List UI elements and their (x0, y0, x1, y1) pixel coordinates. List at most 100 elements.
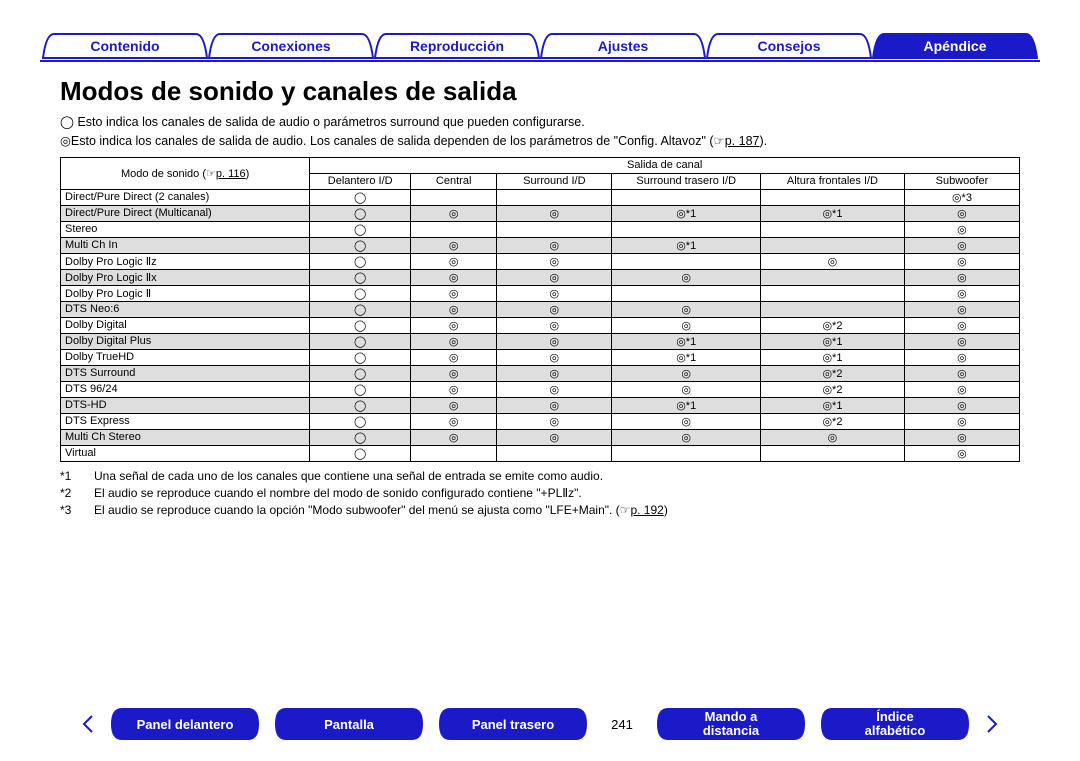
value-cell: ◎ (411, 413, 497, 429)
value-cell (761, 221, 905, 237)
value-cell: ◯ (310, 349, 411, 365)
prev-page-icon[interactable] (80, 707, 96, 741)
value-cell: ◎ (904, 285, 1019, 301)
value-cell: ◎ (497, 285, 612, 301)
value-cell: ◎ (904, 397, 1019, 413)
next-page-icon[interactable] (984, 707, 1000, 741)
value-cell: ◯ (310, 317, 411, 333)
value-cell (411, 221, 497, 237)
bottom-btn[interactable]: Pantalla (274, 707, 424, 741)
footnote-key: *1 (60, 468, 94, 485)
table-row: DTS Express◯◎◎◎◎*2◎ (61, 413, 1020, 429)
value-cell: ◎*2 (761, 365, 905, 381)
value-cell: ◎ (904, 237, 1019, 253)
link-p187[interactable]: p. 187 (725, 134, 760, 148)
mode-cell: Multi Ch In (61, 237, 310, 253)
mode-cell: DTS Surround (61, 365, 310, 381)
value-cell: ◎*2 (761, 413, 905, 429)
value-cell: ◯ (310, 381, 411, 397)
bottom-btn[interactable]: Panel delantero (110, 707, 260, 741)
top-nav: Contenido Conexiones Reproducción Ajuste… (0, 0, 1080, 68)
value-cell (411, 189, 497, 205)
value-cell: ◯ (310, 333, 411, 349)
value-cell: ◎*1 (612, 397, 761, 413)
value-cell: ◎*2 (761, 381, 905, 397)
footnote-link[interactable]: p. 192 (630, 503, 663, 517)
value-cell: ◎*1 (612, 205, 761, 221)
content-area: Modos de sonido y canales de salida ◯ Es… (0, 68, 1080, 520)
value-cell: ◎ (411, 333, 497, 349)
table-row: DTS Surround◯◎◎◎◎*2◎ (61, 365, 1020, 381)
value-cell (612, 253, 761, 269)
value-cell: ◎*1 (761, 205, 905, 221)
footnote-row: *2El audio se reproduce cuando el nombre… (60, 485, 1020, 502)
bottom-btn[interactable]: Mando adistancia (656, 707, 806, 741)
value-cell: ◎ (411, 269, 497, 285)
value-cell: ◎ (497, 413, 612, 429)
footnote-key: *3 (60, 502, 94, 519)
footnote-row: *3El audio se reproduce cuando la opción… (60, 502, 1020, 519)
value-cell: ◎ (497, 269, 612, 285)
value-cell: ◎ (904, 381, 1019, 397)
value-cell (761, 301, 905, 317)
nav-tab-reproducción[interactable]: Reproducción (374, 32, 540, 60)
th-col: Central (411, 173, 497, 189)
value-cell: ◎ (612, 269, 761, 285)
bottom-btn[interactable]: Panel trasero (438, 707, 588, 741)
table-row: DTS 96/24◯◎◎◎◎*2◎ (61, 381, 1020, 397)
value-cell: ◯ (310, 237, 411, 253)
mode-cell: Multi Ch Stereo (61, 429, 310, 445)
mode-cell: Dolby TrueHD (61, 349, 310, 365)
value-cell: ◎ (612, 317, 761, 333)
value-cell (497, 445, 612, 461)
link-p116[interactable]: p. 116 (216, 168, 246, 180)
nav-tab-apéndice[interactable]: Apéndice (872, 32, 1038, 60)
th-group: Salida de canal (310, 157, 1020, 173)
value-cell: ◎ (497, 317, 612, 333)
value-cell (612, 285, 761, 301)
value-cell: ◎ (411, 381, 497, 397)
table-row: Dolby Pro Logic Ⅱx◯◎◎◎◎ (61, 269, 1020, 285)
value-cell (761, 285, 905, 301)
value-cell: ◎ (411, 365, 497, 381)
value-cell: ◎ (497, 429, 612, 445)
value-cell: ◯ (310, 221, 411, 237)
footnote-text: Una señal de cada uno de los canales que… (94, 468, 603, 485)
table-row: Direct/Pure Direct (2 canales)◯◎*3 (61, 189, 1020, 205)
value-cell: ◎ (497, 301, 612, 317)
nav-tab-ajustes[interactable]: Ajustes (540, 32, 706, 60)
value-cell (411, 445, 497, 461)
table-row: Dolby Digital◯◎◎◎◎*2◎ (61, 317, 1020, 333)
value-cell: ◯ (310, 189, 411, 205)
th-col: Subwoofer (904, 173, 1019, 189)
table-row: Dolby Pro Logic Ⅱ◯◎◎◎ (61, 285, 1020, 301)
page-title: Modos de sonido y canales de salida (60, 76, 1020, 107)
value-cell: ◎ (904, 301, 1019, 317)
value-cell: ◎ (904, 269, 1019, 285)
mode-cell: Stereo (61, 221, 310, 237)
mode-cell: Dolby Digital (61, 317, 310, 333)
table-row: Virtual◯◎ (61, 445, 1020, 461)
nav-tab-contenido[interactable]: Contenido (42, 32, 208, 60)
table-row: Dolby Pro Logic Ⅱz◯◎◎◎◎ (61, 253, 1020, 269)
value-cell: ◯ (310, 253, 411, 269)
bottom-nav: Panel delantero Pantalla Panel trasero24… (0, 707, 1080, 741)
value-cell: ◎ (612, 413, 761, 429)
value-cell: ◎ (612, 381, 761, 397)
value-cell: ◎ (497, 365, 612, 381)
footnote-text: El audio se reproduce cuando el nombre d… (94, 485, 582, 502)
table-row: Dolby TrueHD◯◎◎◎*1◎*1◎ (61, 349, 1020, 365)
nav-tab-consejos[interactable]: Consejos (706, 32, 872, 60)
value-cell: ◯ (310, 365, 411, 381)
value-cell: ◎ (497, 397, 612, 413)
bottom-btn[interactable]: Índicealfabético (820, 707, 970, 741)
mode-cell: Virtual (61, 445, 310, 461)
table-row: Stereo◯◎ (61, 221, 1020, 237)
nav-tab-conexiones[interactable]: Conexiones (208, 32, 374, 60)
value-cell: ◯ (310, 269, 411, 285)
value-cell: ◎ (497, 237, 612, 253)
value-cell: ◎ (411, 429, 497, 445)
table-row: DTS Neo:6◯◎◎◎◎ (61, 301, 1020, 317)
value-cell: ◯ (310, 445, 411, 461)
value-cell (612, 445, 761, 461)
